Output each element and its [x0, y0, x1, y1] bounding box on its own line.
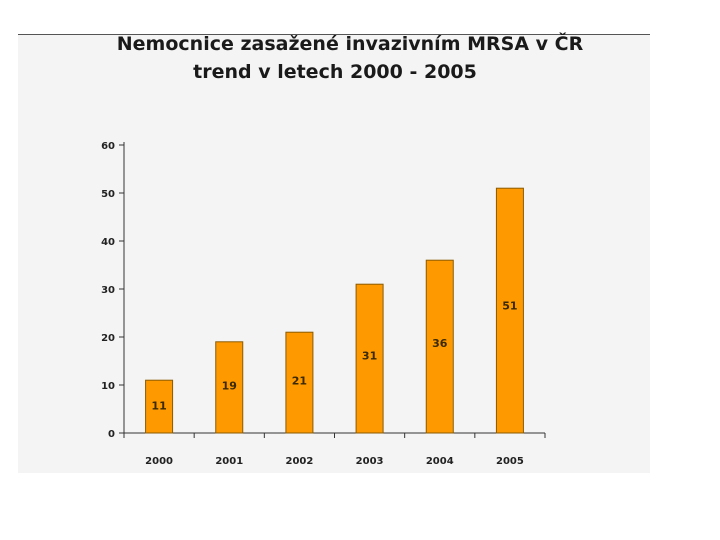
x-tick-label-2001: 2001: [215, 456, 243, 467]
chart-title-line-1: Nemocnice zasažené invazivním MRSA v ČR: [116, 33, 584, 55]
data-label-2002: 21: [292, 375, 307, 388]
y-tick-label: 0: [108, 429, 115, 440]
bar-2000: [145, 379, 174, 434]
bar-2003: [355, 283, 384, 434]
y-tick-label: 40: [101, 237, 115, 248]
chart-title-line-2: trend v letech 2000 - 2005: [193, 61, 477, 83]
data-label-2003: 31: [362, 350, 377, 363]
data-label-2001: 19: [222, 380, 237, 393]
x-tick-label-2005: 2005: [496, 456, 524, 467]
x-tick-label-2002: 2002: [285, 456, 313, 467]
bar-2004: [425, 259, 454, 434]
bar-2002: [285, 331, 314, 434]
y-tick-label: 30: [101, 285, 115, 296]
y-tick-label: 20: [101, 333, 115, 344]
data-label-2004: 36: [432, 337, 448, 350]
y-tick-label: 50: [101, 189, 115, 200]
bar-2001: [215, 341, 244, 434]
chart-panel: [18, 35, 650, 473]
x-tick-label-2003: 2003: [356, 456, 384, 467]
y-tick-label: 60: [101, 141, 115, 152]
top-divider: [18, 34, 650, 35]
x-tick-label-2004: 2004: [426, 456, 454, 467]
bar-2005: [495, 187, 524, 434]
chart-labels: 0 10 20 30 40 50 60 11 2000 19 2001 21 2002 31 2003 36 2…: [101, 141, 524, 467]
data-label-2000: 11: [151, 400, 166, 413]
y-tick-label: 10: [101, 381, 115, 392]
chart-axes: [119, 142, 546, 438]
data-label-2005: 51: [502, 300, 517, 313]
chart-bars: [145, 187, 524, 434]
x-tick-label-2000: 2000: [145, 456, 173, 467]
